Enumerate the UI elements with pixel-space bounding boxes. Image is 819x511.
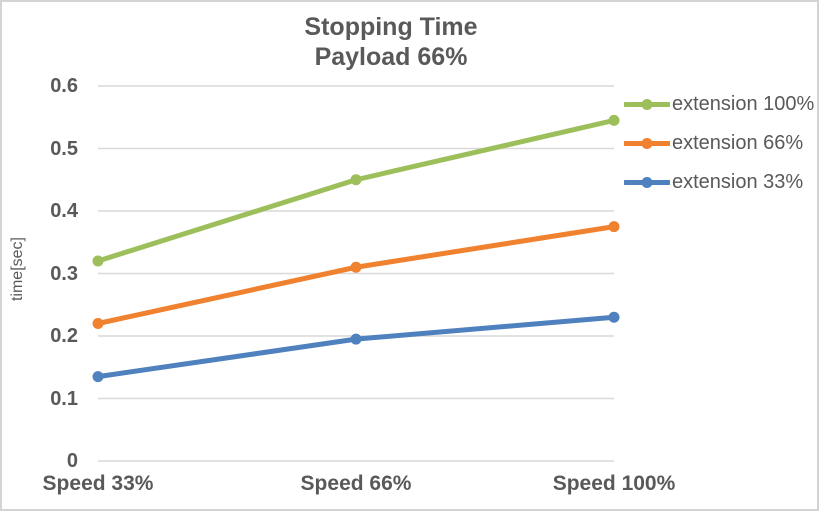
data-point-marker [350,333,362,345]
chart-title-line2: Payload 66% [314,43,468,71]
x-tick-label: Speed 33% [42,472,154,495]
y-tick-label: 0 [66,450,78,472]
y-tick-label: 0.2 [50,325,78,347]
x-tick-label: Speed 66% [300,472,412,495]
legend-label: extension 33% [672,171,804,193]
legend-item: extension 100% [624,85,814,124]
y-tick-label: 0.6 [50,75,78,97]
legend-marker-icon [624,138,670,149]
legend-marker-icon [624,99,670,110]
data-point-marker [92,371,104,383]
data-point-marker [608,221,620,233]
y-tick-label: 0.5 [50,137,78,160]
data-point-marker [350,261,362,273]
legend-label: extension 100% [672,93,815,115]
series-line [95,314,617,380]
data-point-marker [92,318,104,329]
legend: extension 100% extension 66% extension 33% [624,85,814,202]
legend-item: extension 33% [624,163,814,202]
data-point-marker [350,174,362,186]
y-tick-label: 0.1 [50,387,78,410]
legend-item: extension 66% [624,124,814,163]
legend-label: extension 66% [672,132,804,154]
legend-marker-icon [624,177,670,188]
data-point-marker [608,311,620,323]
y-tick-label: 0.4 [50,200,78,222]
chart-title-line1: Stopping Time [304,13,478,41]
data-point-marker [92,255,104,267]
series-line [95,224,617,326]
chart-title: Stopping Time Payload 66% [304,12,477,72]
data-point-marker [608,114,620,126]
x-tick-label: Speed 100% [552,472,676,495]
y-tick-label: 0.3 [50,262,78,285]
